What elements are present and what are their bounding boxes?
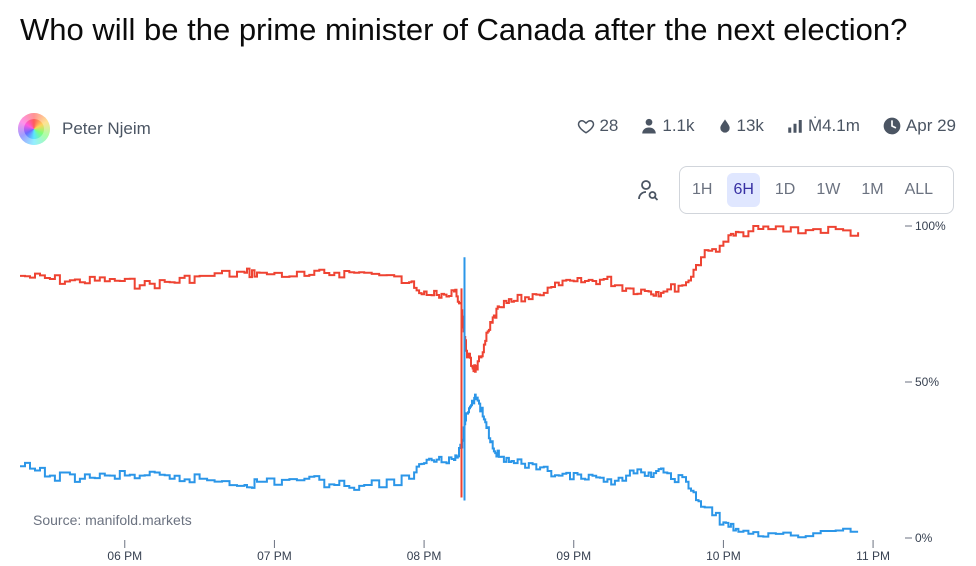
droplet-icon [719,119,730,133]
series-line-red [20,225,860,373]
market-stats: 28 1.1k 13k Ṁ4.1m Apr 29 [555,116,956,136]
x-tick-label: 08 PM [407,549,442,563]
liquidity-stat: 13k [717,116,764,136]
time-range-1w[interactable]: 1W [816,181,841,198]
author-name[interactable]: Peter Njeim [62,119,151,138]
probability-chart[interactable]: 100% 50% 0% 06 PM 07 PM 08 PM 09 PM 10 PM 11 PM [0,212,976,566]
x-tick-label: 07 PM [257,549,292,563]
time-range-1h[interactable]: 1H [692,181,713,198]
y-tick-label: 50% [915,375,939,389]
clock-icon [883,117,901,135]
volume-amount: Ṁ4.1m [807,116,860,135]
user-search-icon [638,180,659,201]
time-range-6h[interactable]: 6H [727,173,760,207]
traders-stat: 1.1k [640,116,695,136]
avatar[interactable] [18,113,50,145]
x-tick-label: 11 PM [856,549,890,563]
likes-stat[interactable]: 28 [577,116,618,136]
time-range-1d[interactable]: 1D [774,181,796,198]
y-tick-label: 0% [915,531,933,545]
close-date-stat: Apr 29 [882,116,956,136]
volume-stat: Ṁ4.1m [786,116,860,136]
user-icon [642,118,657,134]
user-search-button[interactable] [636,178,660,207]
time-range-selector: 1H 6H 1D 1W 1M ALL [679,166,954,214]
heart-icon [578,119,595,134]
y-tick-label: 100% [915,219,946,233]
x-tick-label: 09 PM [556,549,591,563]
source-credit: Source: manifold.markets [33,512,192,528]
time-range-all[interactable]: ALL [904,181,934,198]
x-tick-label: 06 PM [107,549,142,563]
liquidity-amount: 13k [736,116,764,135]
bar-chart-icon [788,120,802,133]
traders-count: 1.1k [662,116,695,135]
series-line-blue [20,393,859,539]
close-date: Apr 29 [905,116,956,135]
time-range-1m[interactable]: 1M [861,181,884,198]
author[interactable]: Peter Njeim [18,113,151,145]
page-title: Who will be the prime minister of Canada… [20,12,908,47]
likes-count: 28 [599,116,619,135]
x-tick-label: 10 PM [706,549,741,563]
